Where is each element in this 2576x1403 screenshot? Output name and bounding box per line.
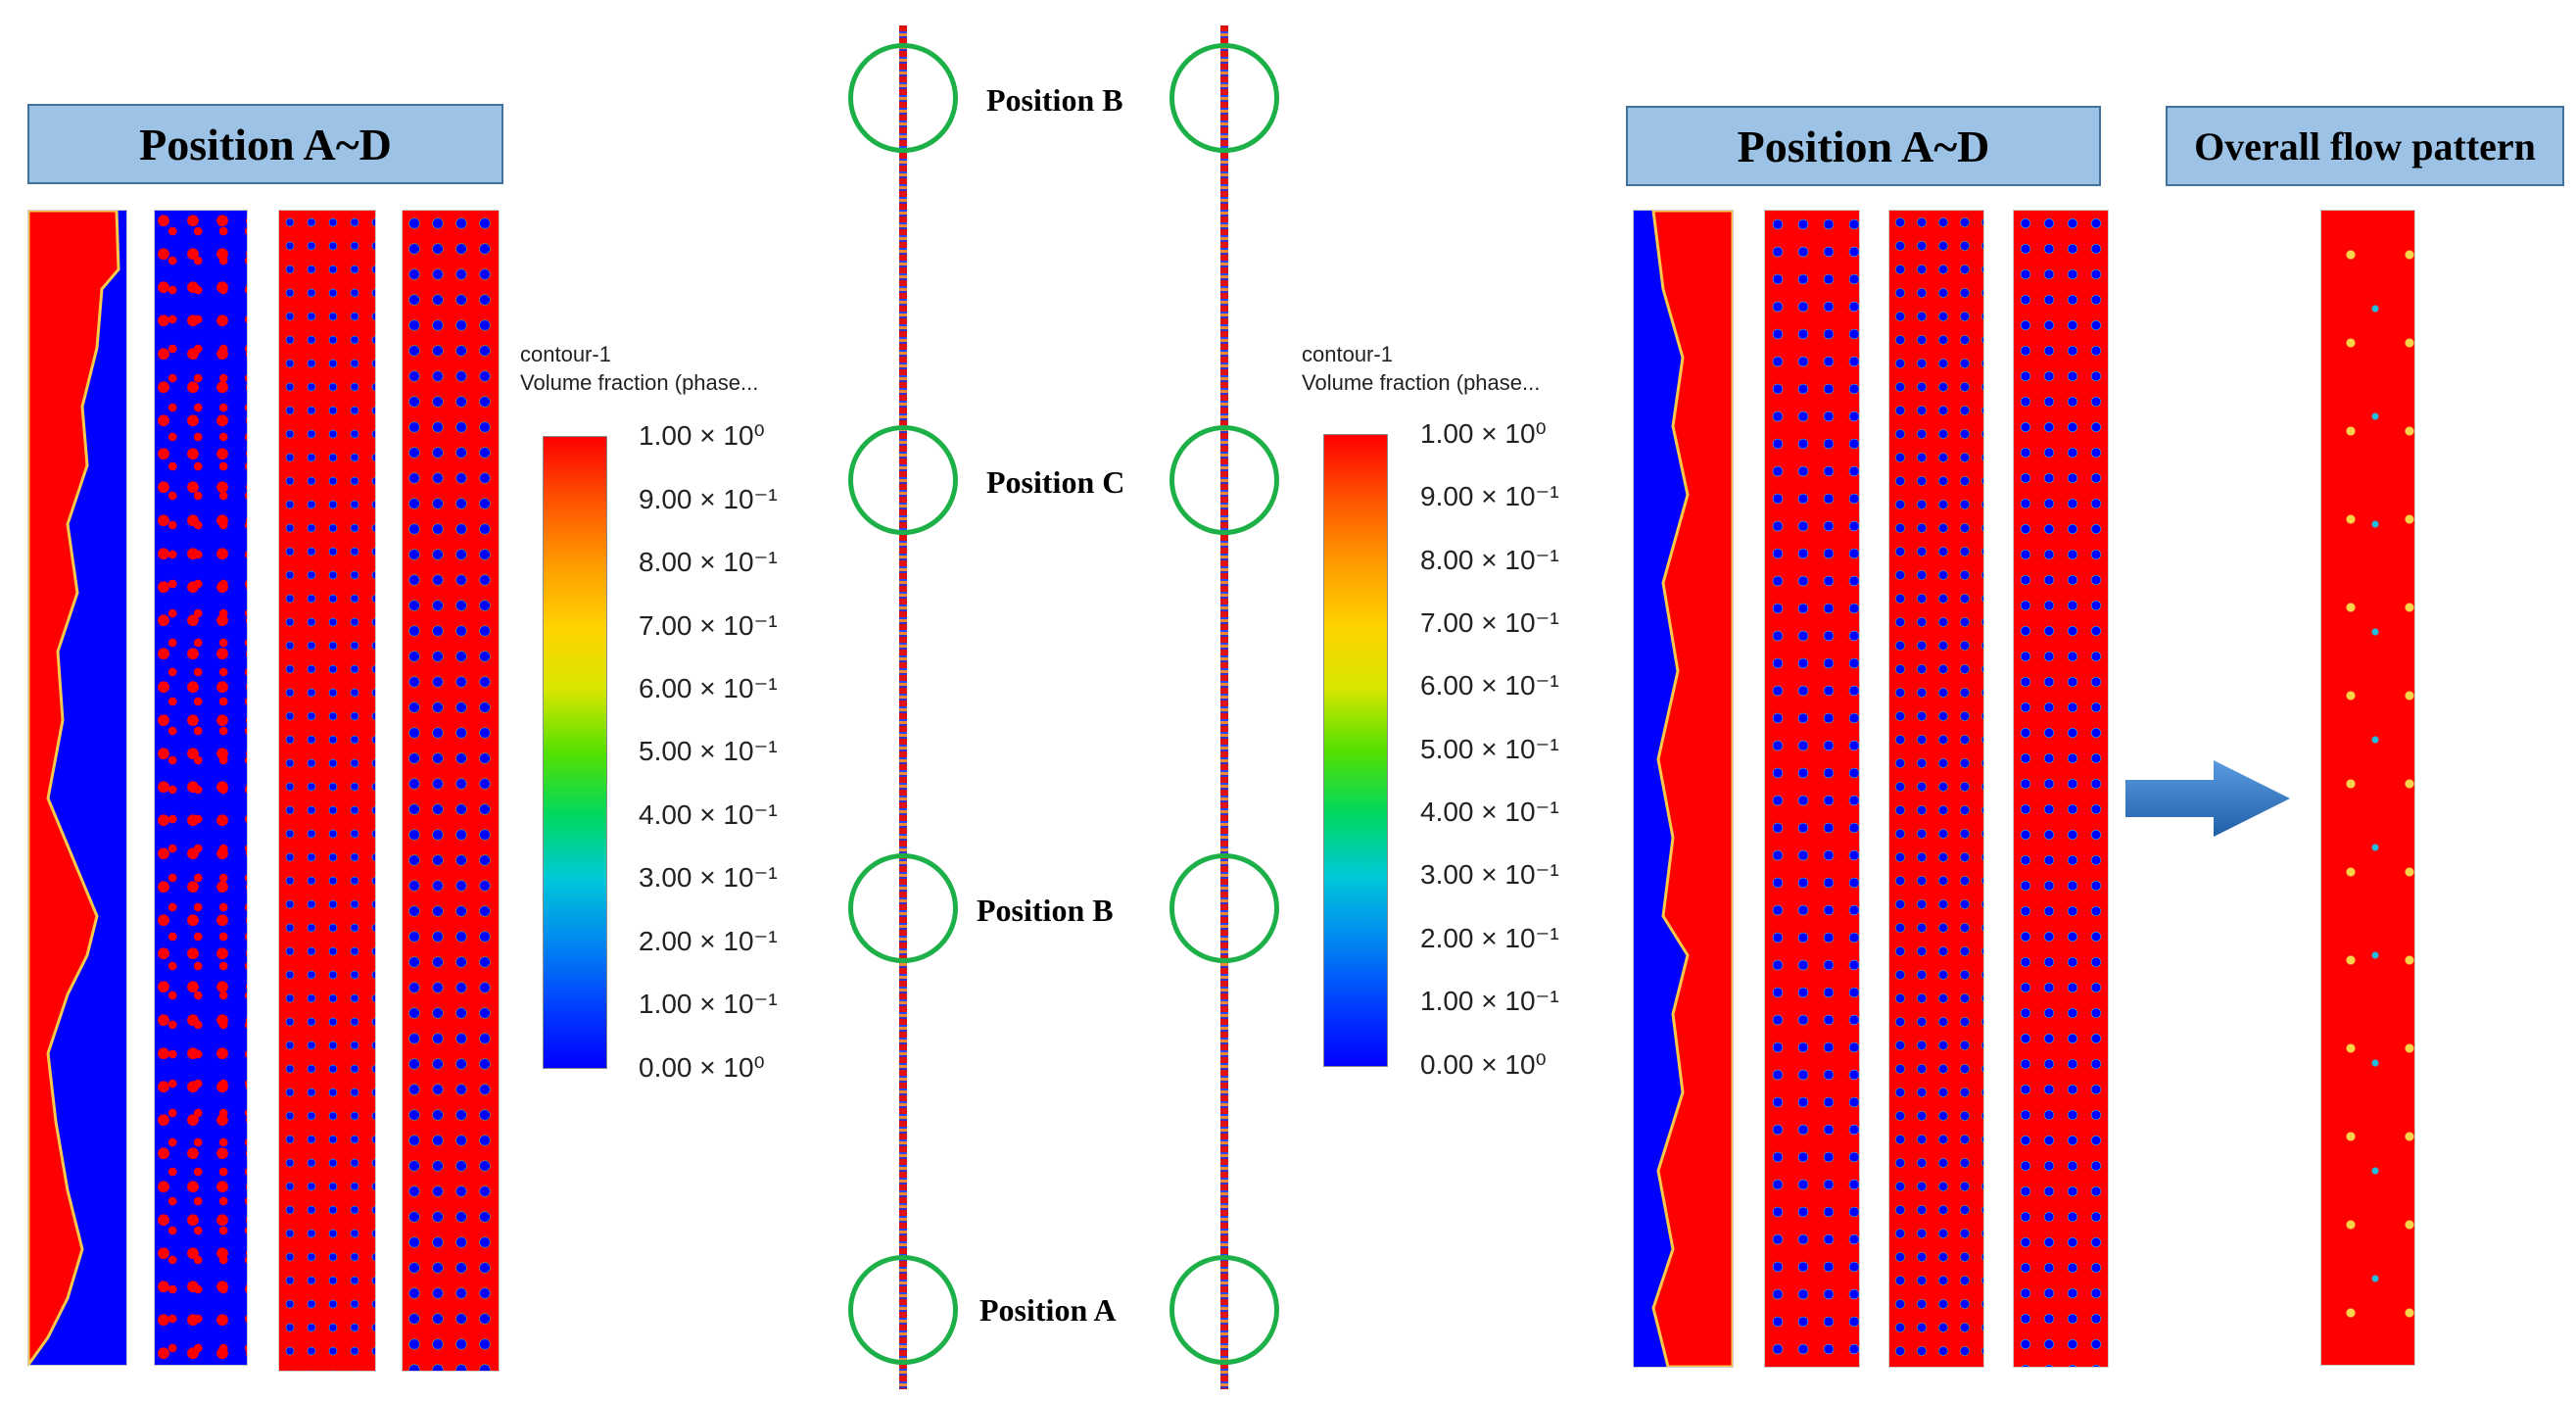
left-tick-0: 1.00 × 10⁰ bbox=[639, 420, 765, 451]
left-contour-panel-d bbox=[402, 210, 500, 1372]
right-contour-panel-b bbox=[1764, 210, 1860, 1368]
ring-left-position-c bbox=[848, 425, 958, 535]
right-colorbar-title-line2: Volume fraction (phase... bbox=[1302, 370, 1541, 395]
left-contour-panel-a bbox=[26, 209, 127, 1370]
left-tick-2: 8.00 × 10⁻¹ bbox=[639, 547, 778, 577]
right-tick-8: 2.00 × 10⁻¹ bbox=[1420, 923, 1559, 953]
ring-left-position-b-top bbox=[848, 43, 958, 153]
left-tick-10: 0.00 × 10⁰ bbox=[639, 1052, 765, 1083]
ring-right-position-c bbox=[1169, 425, 1279, 535]
right-colorbar-title-line1: contour-1 bbox=[1302, 342, 1393, 366]
overall-banner-label: Overall flow pattern bbox=[2194, 123, 2536, 169]
right-tick-5: 5.00 × 10⁻¹ bbox=[1420, 734, 1559, 764]
right-tick-7: 3.00 × 10⁻¹ bbox=[1420, 859, 1559, 890]
right-tick-4: 6.00 × 10⁻¹ bbox=[1420, 670, 1559, 701]
right-tick-0: 1.00 × 10⁰ bbox=[1420, 418, 1547, 449]
right-tick-6: 4.00 × 10⁻¹ bbox=[1420, 797, 1559, 827]
overall-flow-panel bbox=[2320, 210, 2415, 1366]
left-contour-panel-b bbox=[154, 210, 248, 1366]
overall-flow-banner: Overall flow pattern bbox=[2166, 106, 2564, 186]
right-contour-panel-a bbox=[1633, 209, 1735, 1369]
right-tick-10: 0.00 × 10⁰ bbox=[1420, 1049, 1547, 1080]
center-pipe-right bbox=[1220, 25, 1228, 1389]
right-position-banner: Position A~D bbox=[1626, 106, 2101, 186]
label-position-b-top: Position B bbox=[986, 82, 1123, 118]
right-colorbar-title: contour-1 Volume fraction (phase... bbox=[1302, 340, 1540, 397]
left-tick-8: 2.00 × 10⁻¹ bbox=[639, 926, 778, 956]
label-position-b-bottom: Position B bbox=[977, 893, 1114, 928]
center-pipe-left bbox=[899, 25, 907, 1389]
right-contour-panel-c bbox=[1888, 210, 1984, 1368]
ring-right-position-b-bottom bbox=[1169, 853, 1279, 963]
left-tick-1: 9.00 × 10⁻¹ bbox=[639, 484, 778, 514]
right-colorbar bbox=[1323, 434, 1388, 1067]
right-banner-label: Position A~D bbox=[1737, 121, 1990, 171]
ring-right-position-b-top bbox=[1169, 43, 1279, 153]
left-tick-7: 3.00 × 10⁻¹ bbox=[639, 862, 778, 893]
left-position-banner: Position A~D bbox=[27, 104, 503, 184]
left-panel-a-drawing bbox=[26, 209, 120, 1370]
right-tick-9: 1.00 × 10⁻¹ bbox=[1420, 986, 1559, 1016]
left-colorbar bbox=[543, 436, 607, 1069]
right-tick-3: 7.00 × 10⁻¹ bbox=[1420, 607, 1559, 638]
left-tick-9: 1.00 × 10⁻¹ bbox=[639, 989, 778, 1019]
left-colorbar-title-line2: Volume fraction (phase... bbox=[520, 370, 759, 395]
left-colorbar-title-line1: contour-1 bbox=[520, 342, 611, 366]
left-contour-panel-c bbox=[278, 210, 376, 1372]
label-position-c: Position C bbox=[986, 464, 1125, 500]
label-position-a: Position A bbox=[979, 1292, 1117, 1328]
ring-right-position-a bbox=[1169, 1255, 1279, 1365]
left-tick-5: 5.00 × 10⁻¹ bbox=[639, 736, 778, 766]
arrow-icon bbox=[2125, 760, 2290, 837]
left-tick-4: 6.00 × 10⁻¹ bbox=[639, 673, 778, 703]
ring-left-position-b-bottom bbox=[848, 853, 958, 963]
left-colorbar-title: contour-1 Volume fraction (phase... bbox=[520, 340, 758, 397]
left-banner-label: Position A~D bbox=[139, 119, 392, 169]
right-tick-2: 8.00 × 10⁻¹ bbox=[1420, 545, 1559, 575]
left-tick-3: 7.00 × 10⁻¹ bbox=[639, 610, 778, 641]
ring-left-position-a bbox=[848, 1255, 958, 1365]
left-tick-6: 4.00 × 10⁻¹ bbox=[639, 799, 778, 830]
right-panel-a-drawing bbox=[1651, 209, 1735, 1369]
right-contour-panel-d bbox=[2013, 210, 2109, 1368]
right-tick-1: 9.00 × 10⁻¹ bbox=[1420, 481, 1559, 511]
